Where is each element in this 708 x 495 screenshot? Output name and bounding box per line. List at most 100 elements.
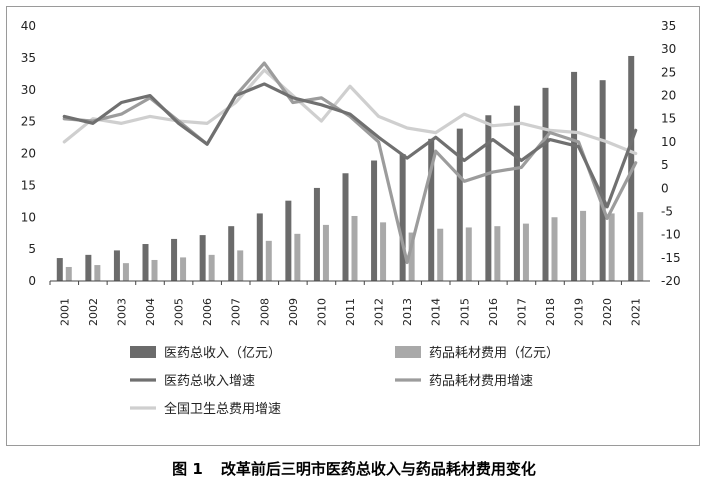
bar-drug-2006 (208, 254, 215, 281)
x-tick-2014: 2014 (430, 298, 443, 326)
bar-drug-2011 (351, 215, 358, 281)
y-right-tick-30: 30 (661, 42, 676, 56)
y-right-tick-20: 20 (661, 89, 676, 103)
x-tick-2021: 2021 (630, 298, 643, 326)
y-left-tick-40: 40 (21, 19, 36, 33)
y-right-tick-0: 0 (661, 181, 669, 195)
bar-revenue-2011 (342, 173, 349, 281)
bar-drug-2020 (608, 213, 615, 281)
bars-layer (56, 55, 644, 282)
bar-drug-2002 (94, 265, 101, 281)
bar-drug-2001 (65, 266, 72, 281)
bar-revenue-2006 (199, 235, 206, 281)
bar-revenue-2017 (513, 105, 520, 281)
legend-label-3: 药品耗材费用增速 (429, 374, 533, 389)
bar-revenue-2002 (85, 254, 92, 281)
legend-swatch-0 (130, 346, 156, 358)
figure-caption: 图 1 改革前后三明市医药总收入与药品耗材费用变化 (0, 458, 708, 479)
y-right-tick-25: 25 (661, 65, 676, 79)
x-tick-2009: 2009 (287, 298, 300, 326)
bar-drug-2008 (265, 240, 272, 281)
axes-layer: 0 5 10 15 20 25 30 35 40 -20 -15 -10 -5 0 5 10 15 20 25 30 3… (21, 19, 681, 326)
figure-number: 图 1 (172, 460, 203, 478)
bar-drug-2005 (180, 257, 187, 281)
x-tick-2010: 2010 (315, 298, 328, 326)
bar-revenue-2016 (485, 115, 492, 281)
y-right-tick--20: -20 (661, 274, 681, 288)
bar-revenue-2015 (456, 128, 463, 281)
bar-drug-2021 (637, 212, 644, 281)
x-tick-2016: 2016 (487, 298, 500, 326)
y-right-tick-5: 5 (661, 158, 669, 172)
bar-revenue-2008 (256, 213, 263, 281)
x-tick-2019: 2019 (573, 298, 586, 326)
y-right-tick-10: 10 (661, 135, 676, 149)
y-left-tick-30: 30 (21, 83, 36, 97)
y-right-tick-15: 15 (661, 112, 676, 126)
figure-title: 改革前后三明市医药总收入与药品耗材费用变化 (220, 460, 536, 478)
bar-revenue-2005 (171, 238, 178, 281)
bar-revenue-2012 (371, 160, 378, 281)
x-tick-2018: 2018 (544, 298, 557, 326)
y-left-tick-5: 5 (28, 242, 36, 256)
legend-swatch-1 (395, 346, 421, 358)
bar-drug-2017 (522, 223, 529, 281)
bar-revenue-2013 (399, 154, 406, 281)
bar-revenue-2009 (285, 200, 292, 281)
bar-drug-2012 (380, 222, 387, 281)
x-tick-2007: 2007 (230, 298, 243, 326)
y-left-tick-25: 25 (21, 115, 36, 129)
bar-drug-2010 (322, 224, 329, 281)
x-tick-2015: 2015 (458, 298, 471, 326)
y-left-tick-10: 10 (21, 210, 36, 224)
bar-revenue-2019 (571, 71, 578, 282)
lines-layer (62, 61, 638, 265)
bar-drug-2004 (151, 259, 158, 281)
y-right-tick--10: -10 (661, 228, 681, 242)
y-left-tick-15: 15 (21, 178, 36, 192)
y-left-tick-35: 35 (21, 51, 36, 65)
x-tick-2011: 2011 (344, 298, 357, 326)
bar-drug-2016 (494, 226, 501, 281)
bar-drug-2015 (465, 227, 472, 281)
x-tick-2013: 2013 (401, 298, 414, 326)
chart: 0 5 10 15 20 25 30 35 40 -20 -15 -10 -5 0 5 10 15 20 25 30 3… (21, 19, 681, 417)
legend-label-0: 医药总收入（亿元） (164, 346, 281, 361)
legend-label-4: 全国卫生总费用增速 (164, 401, 281, 417)
x-tick-2020: 2020 (601, 298, 614, 326)
y-right-tick--15: -15 (661, 251, 681, 265)
y-right-tick--5: -5 (661, 204, 673, 218)
bar-drug-2009 (294, 233, 301, 281)
legend: 医药总收入（亿元） 药品耗材费用（亿元） 医药总收入增速 药品耗材费用增速全国卫生总费… (130, 346, 559, 417)
bar-drug-2003 (122, 263, 129, 281)
legend-label-2: 医药总收入增速 (164, 374, 255, 389)
x-tick-2017: 2017 (515, 298, 528, 326)
y-left-tick-20: 20 (21, 147, 36, 161)
line-national-growth (62, 68, 638, 156)
x-tick-2003: 2003 (115, 298, 128, 326)
x-tick-2008: 2008 (258, 298, 271, 326)
bar-revenue-2001 (56, 258, 63, 281)
x-tick-2001: 2001 (58, 298, 71, 326)
bar-drug-2019 (580, 210, 587, 281)
bar-revenue-2004 (142, 244, 149, 281)
line-drug-growth (62, 61, 638, 265)
x-tick-2012: 2012 (373, 298, 386, 326)
x-tick-2002: 2002 (87, 298, 100, 326)
bar-revenue-2014 (428, 138, 435, 281)
y-left-tick-0: 0 (28, 274, 36, 288)
x-tick-2004: 2004 (144, 298, 157, 326)
bar-drug-2007 (237, 250, 244, 281)
bar-revenue-2007 (228, 226, 235, 281)
bar-drug-2013 (408, 232, 415, 281)
bar-revenue-2010 (313, 187, 320, 281)
x-tick-2006: 2006 (201, 298, 214, 326)
line-revenue-growth (62, 82, 638, 209)
bar-drug-2018 (551, 217, 558, 281)
bar-drug-2014 (437, 228, 444, 281)
bar-revenue-2003 (113, 250, 120, 281)
bar-revenue-2020 (599, 80, 606, 281)
y-right-tick-35: 35 (661, 19, 676, 33)
legend-label-1: 药品耗材费用（亿元） (429, 346, 559, 361)
x-tick-2005: 2005 (173, 298, 186, 326)
